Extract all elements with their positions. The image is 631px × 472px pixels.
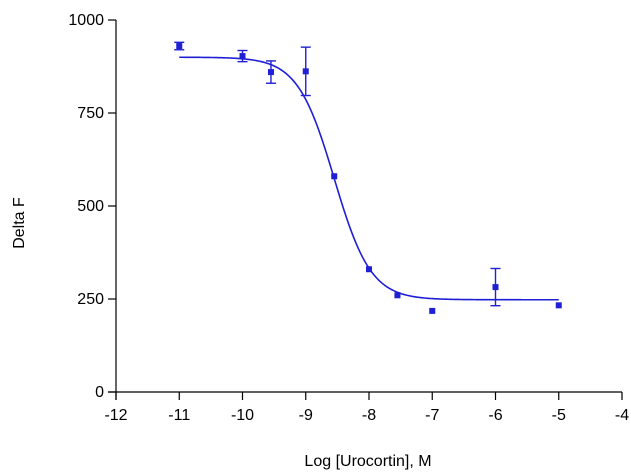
y-tick-label: 0: [95, 384, 104, 401]
x-axis-title: Log [Urocortin], M: [304, 453, 431, 470]
x-tick-label: -12: [104, 407, 127, 424]
data-point: [492, 284, 499, 291]
x-tick-label: -7: [425, 407, 439, 424]
data-point: [366, 266, 372, 273]
data-point: [331, 173, 338, 180]
x-tick-label: -4: [615, 407, 629, 424]
y-tick-label: 1000: [68, 12, 104, 29]
x-tick-label: -6: [488, 407, 502, 424]
x-tick-label: -9: [299, 407, 313, 424]
x-tick-label: -5: [552, 407, 566, 424]
data-point: [555, 302, 562, 309]
axes: 0 250 500 750 1000 -12 -11 -10 -9 -8 -7 -6 -5 -4: [68, 12, 629, 424]
fit-curve-layer: [179, 56, 559, 301]
y-tick-label: 750: [77, 105, 104, 122]
y-tick-label: 500: [77, 198, 104, 215]
data-point: [302, 68, 309, 75]
data-point: [267, 69, 274, 76]
y-axis-title: Delta F: [11, 197, 28, 249]
x-tick-label: -11: [168, 407, 190, 424]
y-tick-label: 250: [77, 291, 104, 308]
data-point: [429, 307, 436, 314]
data-point: [176, 43, 183, 50]
data-points-layer: [174, 41, 562, 314]
x-tick-label: -10: [231, 407, 254, 424]
x-tick-label: -8: [362, 407, 376, 424]
data-point: [239, 53, 246, 60]
fit-curve: [179, 56, 559, 301]
data-point: [394, 292, 401, 299]
